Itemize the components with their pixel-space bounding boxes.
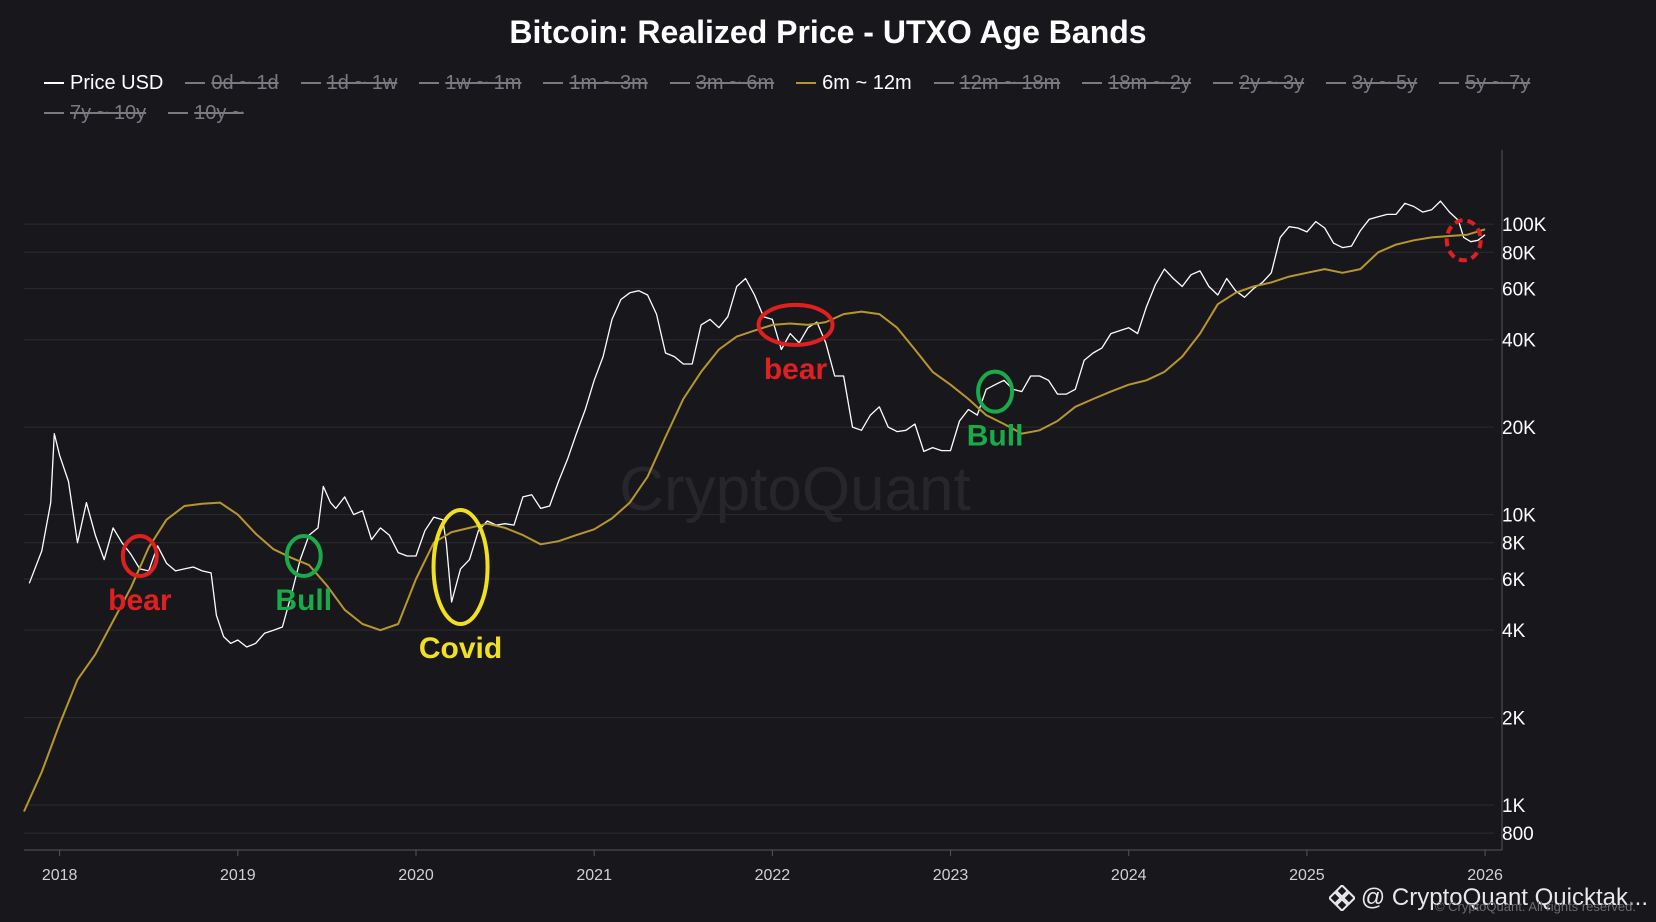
legend-swatch xyxy=(933,82,954,84)
copyright-text: © CryptoQuant. All rights reserved. xyxy=(1434,899,1636,914)
legend-label: 2y ~ 3y xyxy=(1239,72,1305,94)
legend-swatch xyxy=(1439,82,1460,84)
legend-swatch xyxy=(543,82,564,84)
annotation-circle xyxy=(976,369,1015,414)
annotation-circle xyxy=(431,507,490,626)
legend-label: 1d ~ 1w xyxy=(326,72,398,94)
legend-item-10[interactable]: 3y ~ 5y xyxy=(1326,70,1417,96)
legend-swatch xyxy=(185,82,206,84)
chart-title: Bitcoin: Realized Price - UTXO Age Bands xyxy=(509,14,1147,50)
y-tick-label: 800 xyxy=(1502,824,1534,845)
y-tick-label: 40K xyxy=(1502,331,1536,352)
legend-swatch xyxy=(1082,82,1103,84)
legend-swatch xyxy=(669,82,690,84)
y-tick-label: 2K xyxy=(1502,709,1526,730)
legend-item-12[interactable]: 7y ~ 10y xyxy=(44,100,146,126)
x-tick-label: 2023 xyxy=(933,867,969,884)
y-tick-label: 20K xyxy=(1502,418,1536,439)
y-tick-label: 100K xyxy=(1502,215,1547,236)
legend-label: 0d ~ 1d xyxy=(211,72,279,94)
legend-label: 3y ~ 5y xyxy=(1352,72,1418,94)
x-tick-label: 2020 xyxy=(398,867,434,884)
x-tick-label: 2022 xyxy=(755,867,791,884)
legend-item-7[interactable]: 12m ~ 18m xyxy=(933,70,1061,96)
legend-swatch xyxy=(419,82,440,84)
series-line-1 xyxy=(23,228,1486,812)
legend-item-11[interactable]: 5y ~ 7y xyxy=(1439,70,1530,96)
x-tick-label: 2021 xyxy=(576,867,612,884)
legend-item-6[interactable]: 6m ~ 12m xyxy=(796,70,912,96)
cryptoquant-logo-icon xyxy=(1328,885,1355,911)
footer-brand: @ CryptoQuant Quicktak... xyxy=(1328,884,1648,912)
annotation-label: Bull xyxy=(275,584,332,617)
legend-label: 10y ~ xyxy=(194,102,244,124)
chart-legend: Price USD 0d ~ 1d 1d ~ 1w 1w ~ 1m 1m ~ 3m 3m … xyxy=(44,70,1624,126)
legend-swatch xyxy=(1326,82,1347,84)
x-tick-label: 2024 xyxy=(1111,867,1147,884)
annotation-circle xyxy=(756,302,835,347)
y-tick-label: 8K xyxy=(1502,534,1526,555)
legend-label: 18m ~ 2y xyxy=(1108,72,1192,94)
legend-item-1[interactable]: 0d ~ 1d xyxy=(185,70,279,96)
legend-item-2[interactable]: 1d ~ 1w xyxy=(300,70,398,96)
legend-label: 1w ~ 1m xyxy=(445,72,522,94)
legend-item-13[interactable]: 10y ~ xyxy=(168,100,244,126)
legend-item-5[interactable]: 3m ~ 6m xyxy=(669,70,775,96)
y-tick-label: 1K xyxy=(1502,796,1526,817)
legend-swatch xyxy=(168,112,189,114)
legend-swatch xyxy=(44,82,64,84)
legend-label: 1m ~ 3m xyxy=(569,72,648,94)
legend-swatch xyxy=(1213,82,1234,84)
legend-label: 5y ~ 7y xyxy=(1465,72,1531,94)
x-tick-label: 2026 xyxy=(1467,867,1503,884)
y-tick-label: 6K xyxy=(1502,570,1526,591)
x-tick-label: 2025 xyxy=(1289,867,1325,884)
x-tick-label: 2018 xyxy=(42,867,78,884)
annotation-circle xyxy=(120,534,159,579)
legend-label: Price USD xyxy=(70,72,164,94)
legend-label: 12m ~ 18m xyxy=(959,72,1061,94)
legend-item-0[interactable]: Price USD xyxy=(44,70,163,96)
legend-swatch xyxy=(44,112,64,114)
legend-label: 3m ~ 6m xyxy=(695,72,775,94)
legend-swatch xyxy=(796,82,817,84)
legend-item-9[interactable]: 2y ~ 3y xyxy=(1213,70,1304,96)
y-tick-label: 4K xyxy=(1502,621,1526,642)
legend-label: 6m ~ 12m xyxy=(822,72,912,94)
y-tick-label: 80K xyxy=(1502,243,1536,264)
watermark-text: CryptoQuant xyxy=(619,455,971,524)
series-line-0 xyxy=(28,200,1486,648)
annotation-circle xyxy=(1444,218,1483,263)
legend-swatch xyxy=(300,82,321,84)
legend-item-3[interactable]: 1w ~ 1m xyxy=(419,70,521,96)
legend-label: 7y ~ 10y xyxy=(70,102,147,124)
footer-brand-text: @ CryptoQuant Quicktak... xyxy=(1360,884,1648,911)
y-tick-label: 10K xyxy=(1502,506,1536,527)
annotation-circle xyxy=(284,534,323,579)
x-tick-label: 2019 xyxy=(220,867,256,884)
legend-item-8[interactable]: 18m ~ 2y xyxy=(1082,70,1191,96)
annotation-label: Bull xyxy=(967,420,1024,453)
y-tick-label: 60K xyxy=(1502,280,1536,301)
annotation-label: bear xyxy=(764,353,828,386)
annotation-label: Covid xyxy=(419,632,502,665)
annotation-label: bear xyxy=(108,584,172,617)
legend-item-4[interactable]: 1m ~ 3m xyxy=(543,70,648,96)
